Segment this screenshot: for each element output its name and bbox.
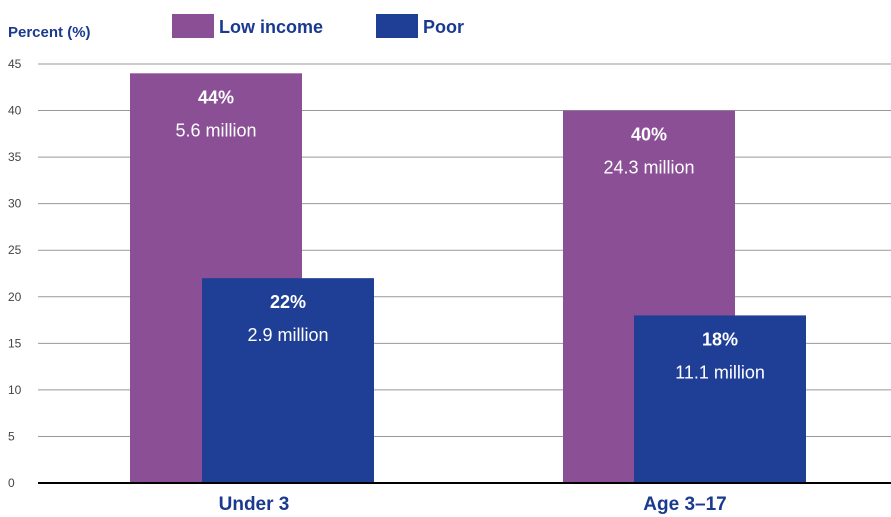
y-tick-label: 25 [8,243,22,257]
y-tick-label: 30 [8,197,22,211]
bar [202,278,374,483]
legend-label: Low income [219,17,323,37]
y-tick-label: 0 [8,476,15,490]
y-tick-label: 35 [8,150,22,164]
bar-count-label: 11.1 million [675,362,765,382]
bar-labels: 44% 5.6 million 22% 2.9 million 40% 24.3 mill… [175,87,764,382]
x-category-label: Under 3 [219,494,290,515]
legend-label: Poor [423,17,464,37]
bar-count-label: 5.6 million [175,120,256,140]
y-tick-label: 10 [8,383,22,397]
y-tick-label: 15 [8,336,22,350]
y-tick-label: 40 [8,104,22,118]
bar-percent-label: 22% [270,292,306,312]
legend-swatch [172,14,214,38]
bar-count-label: 24.3 million [603,158,694,178]
bar-percent-label: 44% [198,87,234,107]
x-axis-labels: Under 3 Age 3–17 [219,494,727,515]
bar-percent-label: 18% [702,329,738,349]
legend: Low income Poor [172,14,464,38]
bar-count-label: 2.9 million [247,325,328,345]
bars [130,73,806,484]
y-axis-ticks: 0 5 10 15 20 25 30 35 40 45 [8,57,22,490]
x-category-label: Age 3–17 [643,494,726,515]
y-tick-label: 20 [8,290,22,304]
legend-swatch [376,14,418,38]
y-axis-title: Percent (%) [8,24,91,41]
y-tick-label: 45 [8,57,22,71]
bar [634,315,806,483]
bar-percent-label: 40% [631,125,667,145]
y-tick-label: 5 [8,429,15,443]
